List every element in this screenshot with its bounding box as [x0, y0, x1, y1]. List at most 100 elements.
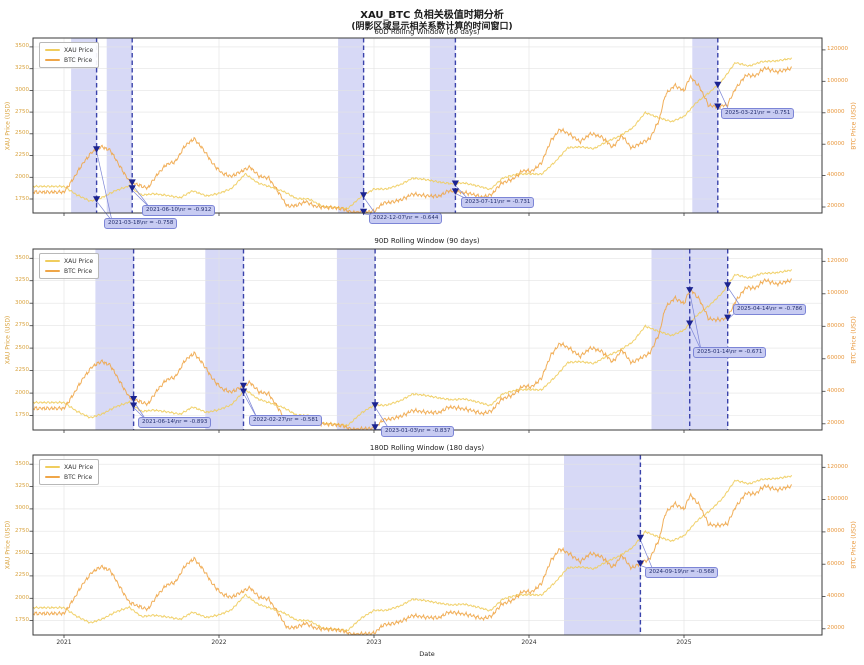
correlation-window-band — [564, 455, 641, 635]
annotation-connector — [243, 387, 258, 419]
event-marker-icon — [714, 81, 722, 89]
xau-price-line — [32, 269, 793, 427]
xau-price-line — [32, 475, 793, 632]
y-tick-label: 1750 — [15, 412, 29, 419]
event-marker-icon — [371, 424, 379, 431]
correlation-window-band — [338, 38, 364, 213]
event-marker-icon — [130, 396, 138, 403]
correlation-window-band — [205, 249, 244, 430]
subplot2-right-axis-label: BTC Price (USD) — [850, 316, 858, 364]
y-tick-label: 3000 — [15, 505, 29, 512]
x-tick-label: 2025 — [676, 639, 692, 646]
annotation-connector — [727, 287, 742, 308]
y-tick-label: 1750 — [15, 195, 29, 202]
y-tick-label: 2000 — [15, 173, 29, 180]
event-marker-icon — [451, 188, 459, 195]
legend-entry-xau: XAU Price — [45, 462, 93, 472]
event-marker-icon — [714, 103, 722, 110]
btc-price-line — [32, 483, 792, 636]
y-tick-label: 80000 — [827, 528, 845, 535]
annotation-box: 2022-02-27\nr = -0.581 — [249, 415, 323, 426]
y-tick-label: 20000 — [827, 420, 845, 427]
btc-line-swatch-icon — [45, 270, 60, 272]
y-tick-label: 80000 — [827, 322, 845, 329]
event-marker-icon — [686, 320, 694, 327]
event-marker-icon — [93, 146, 101, 153]
y-tick-label: 60000 — [827, 140, 845, 147]
subplot3-right-axis-label: BTC Price (USD) — [850, 521, 858, 569]
event-marker-icon — [686, 287, 694, 294]
event-marker-icon — [128, 185, 136, 192]
y-tick-label: 60000 — [827, 560, 845, 567]
y-tick-label: 2250 — [15, 572, 29, 579]
y-tick-label: 3250 — [15, 483, 29, 490]
event-marker-icon — [93, 196, 101, 203]
correlation-window-band — [689, 249, 728, 430]
xau-line-swatch-icon — [45, 260, 60, 262]
correlation-window-band — [95, 249, 134, 430]
legend-label: XAU Price — [64, 257, 94, 265]
subplot2-title: 90D Rolling Window (90 days) — [374, 237, 480, 245]
legend-label: XAU Price — [64, 463, 94, 471]
y-tick-label: 2250 — [15, 152, 29, 159]
legend-label: XAU Price — [64, 46, 94, 54]
subplot3-title: 180D Rolling Window (180 days) — [369, 444, 485, 452]
y-tick-label: 120000 — [827, 257, 848, 264]
y-tick-label: 20000 — [827, 203, 845, 210]
x-tick-label: 2023 — [366, 639, 382, 646]
y-tick-label: 3000 — [15, 299, 29, 306]
y-tick-label: 40000 — [827, 387, 845, 394]
annotation-box: 2021-06-10\nr = -0.912 — [142, 205, 216, 216]
y-tick-label: 80000 — [827, 109, 845, 116]
figure-subtitle: (阴影区域显示相关系数计算的时间窗口) — [351, 22, 513, 32]
event-marker-icon — [239, 382, 248, 390]
btc-price-line — [32, 277, 792, 431]
y-tick-label: 120000 — [827, 463, 848, 470]
x-tick-label: 2024 — [521, 639, 537, 646]
annotation-box: 2021-06-14\nr = -0.893 — [138, 417, 212, 428]
annotation-box: 2023-01-03\nr = -0.837 — [381, 426, 455, 437]
legend-entry-btc: BTC Price — [45, 55, 93, 65]
event-marker-icon — [724, 282, 732, 289]
legend: XAU Price BTC Price — [39, 253, 100, 279]
xau-line-swatch-icon — [45, 49, 60, 51]
event-marker-icon — [128, 179, 136, 186]
btc-price-line — [32, 65, 792, 214]
y-tick-label: 2500 — [15, 344, 29, 351]
y-tick-label: 1750 — [15, 617, 29, 624]
legend-entry-btc: BTC Price — [45, 266, 93, 276]
legend-label: BTC Price — [64, 56, 93, 64]
btc-line-swatch-icon — [45, 476, 60, 478]
event-marker-icon — [360, 192, 368, 199]
y-tick-label: 2750 — [15, 322, 29, 329]
y-tick-label: 2000 — [15, 389, 29, 396]
annotation-connector — [689, 292, 702, 351]
y-tick-label: 3250 — [15, 277, 29, 284]
annotation-connector — [717, 86, 730, 112]
y-tick-label: 100000 — [827, 77, 848, 84]
annotation-box: 2024-09-19\nr = -0.568 — [645, 567, 719, 578]
y-tick-label: 2750 — [15, 527, 29, 534]
annotation-connector — [243, 393, 258, 419]
event-marker-icon — [371, 402, 379, 409]
event-marker-icon — [636, 560, 644, 567]
y-tick-label: 3500 — [15, 254, 29, 261]
subplot1-right-axis-label: BTC Price (USD) — [850, 102, 858, 150]
legend-entry-xau: XAU Price — [45, 45, 93, 55]
legend-label: BTC Price — [64, 267, 93, 275]
y-tick-label: 3250 — [15, 65, 29, 72]
legend: XAU Price BTC Price — [39, 459, 100, 485]
btc-line-swatch-icon — [45, 59, 60, 61]
event-marker-icon — [636, 534, 644, 542]
y-tick-label: 40000 — [827, 172, 845, 179]
y-tick-label: 2000 — [15, 594, 29, 601]
legend-label: BTC Price — [64, 473, 93, 481]
event-marker-icon — [130, 402, 138, 409]
correlation-window-band — [429, 38, 456, 213]
y-tick-label: 2500 — [15, 550, 29, 557]
y-tick-label: 120000 — [827, 46, 848, 53]
legend-entry-btc: BTC Price — [45, 472, 93, 482]
correlation-window-band — [692, 38, 718, 213]
